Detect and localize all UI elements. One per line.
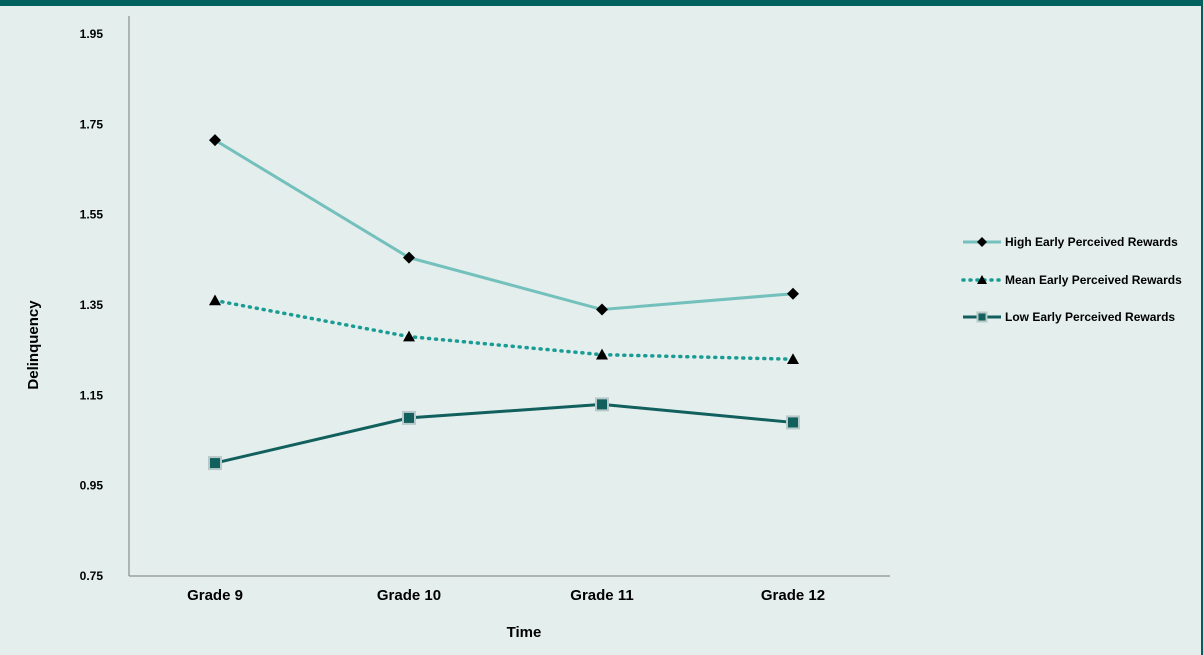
legend-item: Low Early Perceived Rewards bbox=[963, 310, 1175, 324]
data-point-marker bbox=[787, 287, 799, 300]
data-point-marker bbox=[209, 134, 221, 147]
x-axis-categories: Grade 9 Grade 10 Grade 11 Grade 12 bbox=[187, 587, 825, 604]
data-point-marker bbox=[596, 303, 608, 316]
data-point-marker bbox=[977, 237, 987, 247]
data-point-marker bbox=[403, 330, 415, 342]
y-tick-label: 0.95 bbox=[80, 479, 104, 493]
data-point-marker bbox=[402, 410, 416, 425]
top-accent-bar bbox=[0, 0, 1203, 6]
y-tick-label: 1.55 bbox=[80, 208, 104, 222]
x-category-label: Grade 10 bbox=[377, 587, 441, 604]
y-axis-title: Delinquency bbox=[25, 300, 42, 390]
series-line bbox=[214, 138, 794, 312]
y-tick-label: 1.95 bbox=[80, 27, 104, 41]
right-accent-edge bbox=[1201, 0, 1203, 655]
data-point-marker bbox=[787, 353, 799, 364]
y-tick-label: 1.35 bbox=[80, 298, 104, 312]
series-line bbox=[214, 402, 794, 465]
data-point-marker bbox=[209, 294, 221, 306]
data-point-marker bbox=[596, 348, 608, 360]
series-line bbox=[213, 298, 795, 361]
data-point-marker bbox=[208, 456, 222, 471]
legend-item: Mean Early Perceived Rewards bbox=[961, 273, 1182, 287]
data-point-marker bbox=[403, 251, 415, 264]
legend-label: Mean Early Perceived Rewards bbox=[1005, 273, 1182, 287]
series-diamond bbox=[209, 134, 799, 316]
data-point-marker bbox=[977, 275, 987, 284]
x-category-label: Grade 11 bbox=[570, 587, 633, 604]
data-point-marker bbox=[976, 311, 988, 323]
x-axis-title: Time bbox=[507, 624, 542, 641]
data-point-marker bbox=[595, 397, 609, 412]
y-tick-label: 1.75 bbox=[80, 117, 104, 131]
legend-item: High Early Perceived Rewards bbox=[963, 235, 1178, 249]
y-tick-label: 1.15 bbox=[80, 388, 104, 402]
x-category-label: Grade 12 bbox=[761, 587, 825, 604]
series-square bbox=[208, 397, 800, 471]
legend: High Early Perceived Rewards Mean Early P… bbox=[961, 235, 1182, 324]
y-axis-ticks: 0.75 0.95 1.15 1.35 1.55 1.75 1.95 bbox=[80, 27, 104, 583]
legend-label: High Early Perceived Rewards bbox=[1005, 235, 1178, 249]
series-triangle bbox=[209, 294, 799, 364]
x-category-label: Grade 9 bbox=[187, 587, 243, 604]
data-point-marker bbox=[786, 415, 800, 430]
legend-label: Low Early Perceived Rewards bbox=[1005, 310, 1175, 324]
series-layer bbox=[208, 134, 800, 471]
y-tick-label: 0.75 bbox=[80, 569, 104, 583]
